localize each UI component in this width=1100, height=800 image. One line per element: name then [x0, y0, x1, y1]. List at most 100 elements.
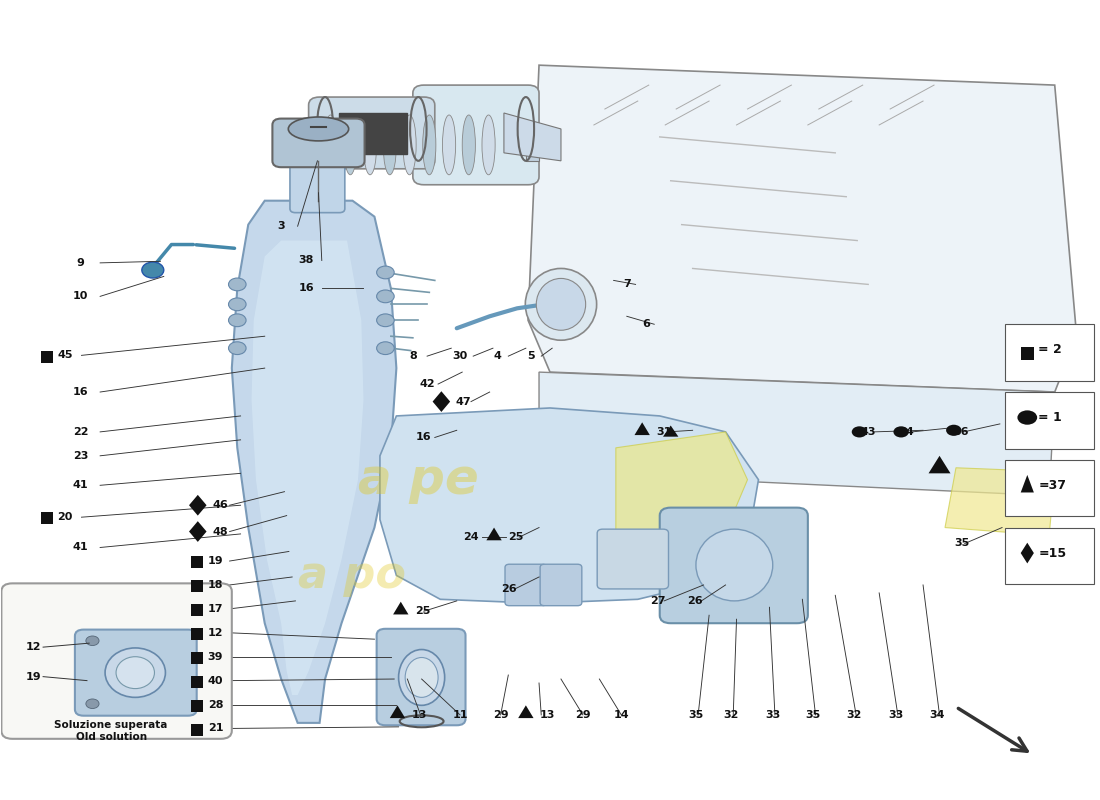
- FancyBboxPatch shape: [290, 157, 344, 213]
- Text: 13: 13: [411, 710, 427, 720]
- Polygon shape: [232, 201, 396, 723]
- Ellipse shape: [363, 115, 376, 174]
- Bar: [191, 724, 204, 736]
- Bar: [191, 676, 204, 688]
- FancyBboxPatch shape: [339, 113, 407, 154]
- Circle shape: [376, 314, 394, 326]
- Text: 38: 38: [299, 255, 315, 266]
- Polygon shape: [945, 468, 1055, 535]
- Text: 30: 30: [452, 351, 468, 361]
- FancyBboxPatch shape: [1005, 527, 1094, 584]
- Ellipse shape: [405, 658, 438, 698]
- FancyBboxPatch shape: [1005, 460, 1094, 516]
- Text: 18: 18: [208, 580, 223, 590]
- Text: 12: 12: [208, 628, 223, 638]
- FancyBboxPatch shape: [309, 97, 434, 169]
- Polygon shape: [189, 521, 207, 542]
- Text: 36: 36: [954, 427, 969, 437]
- Text: 25: 25: [415, 606, 430, 616]
- Text: 32: 32: [724, 710, 739, 720]
- FancyBboxPatch shape: [505, 564, 547, 606]
- Text: =15: =15: [1038, 546, 1066, 559]
- Text: 24: 24: [463, 532, 478, 542]
- Bar: [191, 604, 204, 616]
- Ellipse shape: [398, 650, 444, 706]
- Circle shape: [893, 426, 909, 438]
- Text: 31: 31: [657, 427, 672, 437]
- Ellipse shape: [442, 115, 455, 174]
- Bar: [41, 513, 53, 524]
- Ellipse shape: [324, 115, 337, 174]
- Text: 25: 25: [508, 532, 524, 542]
- Ellipse shape: [106, 648, 165, 698]
- Ellipse shape: [526, 269, 596, 340]
- Circle shape: [376, 342, 394, 354]
- Text: a po: a po: [298, 554, 407, 597]
- Text: 35: 35: [689, 710, 704, 720]
- Text: 19: 19: [25, 672, 41, 682]
- Text: 41: 41: [73, 542, 88, 553]
- Text: 8: 8: [409, 351, 417, 361]
- FancyBboxPatch shape: [376, 629, 465, 726]
- Circle shape: [86, 699, 99, 709]
- Text: 29: 29: [493, 710, 508, 720]
- Circle shape: [86, 636, 99, 646]
- Bar: [191, 700, 204, 712]
- Text: 4: 4: [494, 351, 502, 361]
- Text: 26: 26: [502, 584, 517, 594]
- Text: 16: 16: [73, 387, 88, 397]
- Text: 21: 21: [208, 723, 223, 734]
- Text: = 2: = 2: [1038, 343, 1061, 356]
- Polygon shape: [518, 706, 534, 718]
- Bar: [191, 652, 204, 664]
- Bar: [191, 628, 204, 640]
- Text: 46: 46: [212, 500, 228, 510]
- Text: 22: 22: [73, 427, 88, 437]
- Text: 13: 13: [540, 710, 556, 720]
- Polygon shape: [928, 456, 950, 474]
- FancyBboxPatch shape: [540, 564, 582, 606]
- Ellipse shape: [482, 115, 495, 174]
- Bar: [191, 556, 204, 568]
- Text: 14: 14: [614, 710, 629, 720]
- Text: 43: 43: [860, 427, 876, 437]
- FancyBboxPatch shape: [412, 85, 539, 185]
- Text: 47: 47: [455, 397, 471, 406]
- Text: 48: 48: [212, 526, 228, 537]
- FancyBboxPatch shape: [660, 508, 807, 623]
- Text: 44: 44: [899, 427, 914, 437]
- Text: a pe: a pe: [358, 456, 478, 504]
- Ellipse shape: [537, 278, 585, 330]
- Circle shape: [142, 262, 164, 278]
- Polygon shape: [635, 422, 650, 435]
- Polygon shape: [616, 432, 748, 583]
- Polygon shape: [526, 137, 539, 161]
- Text: 27: 27: [650, 596, 666, 606]
- Polygon shape: [252, 241, 363, 695]
- Circle shape: [229, 314, 246, 326]
- Text: Soluzione superata
Old solution: Soluzione superata Old solution: [54, 721, 168, 742]
- Polygon shape: [432, 391, 450, 412]
- Polygon shape: [1021, 542, 1034, 563]
- Text: 3: 3: [277, 222, 285, 231]
- FancyBboxPatch shape: [273, 118, 364, 167]
- Polygon shape: [486, 527, 502, 540]
- Text: 29: 29: [575, 710, 591, 720]
- Text: 17: 17: [208, 604, 223, 614]
- Ellipse shape: [403, 115, 416, 174]
- Polygon shape: [393, 602, 408, 614]
- FancyBboxPatch shape: [1, 583, 232, 739]
- Circle shape: [376, 290, 394, 302]
- Text: 6: 6: [642, 319, 650, 330]
- Text: 28: 28: [208, 699, 223, 710]
- Ellipse shape: [696, 529, 772, 601]
- Polygon shape: [504, 113, 561, 161]
- Text: 11: 11: [452, 710, 468, 720]
- Ellipse shape: [462, 115, 475, 174]
- Polygon shape: [528, 65, 1077, 392]
- Polygon shape: [389, 706, 405, 718]
- Polygon shape: [189, 495, 207, 515]
- Text: 9: 9: [77, 258, 85, 268]
- Text: 19: 19: [208, 556, 223, 566]
- Circle shape: [376, 266, 394, 279]
